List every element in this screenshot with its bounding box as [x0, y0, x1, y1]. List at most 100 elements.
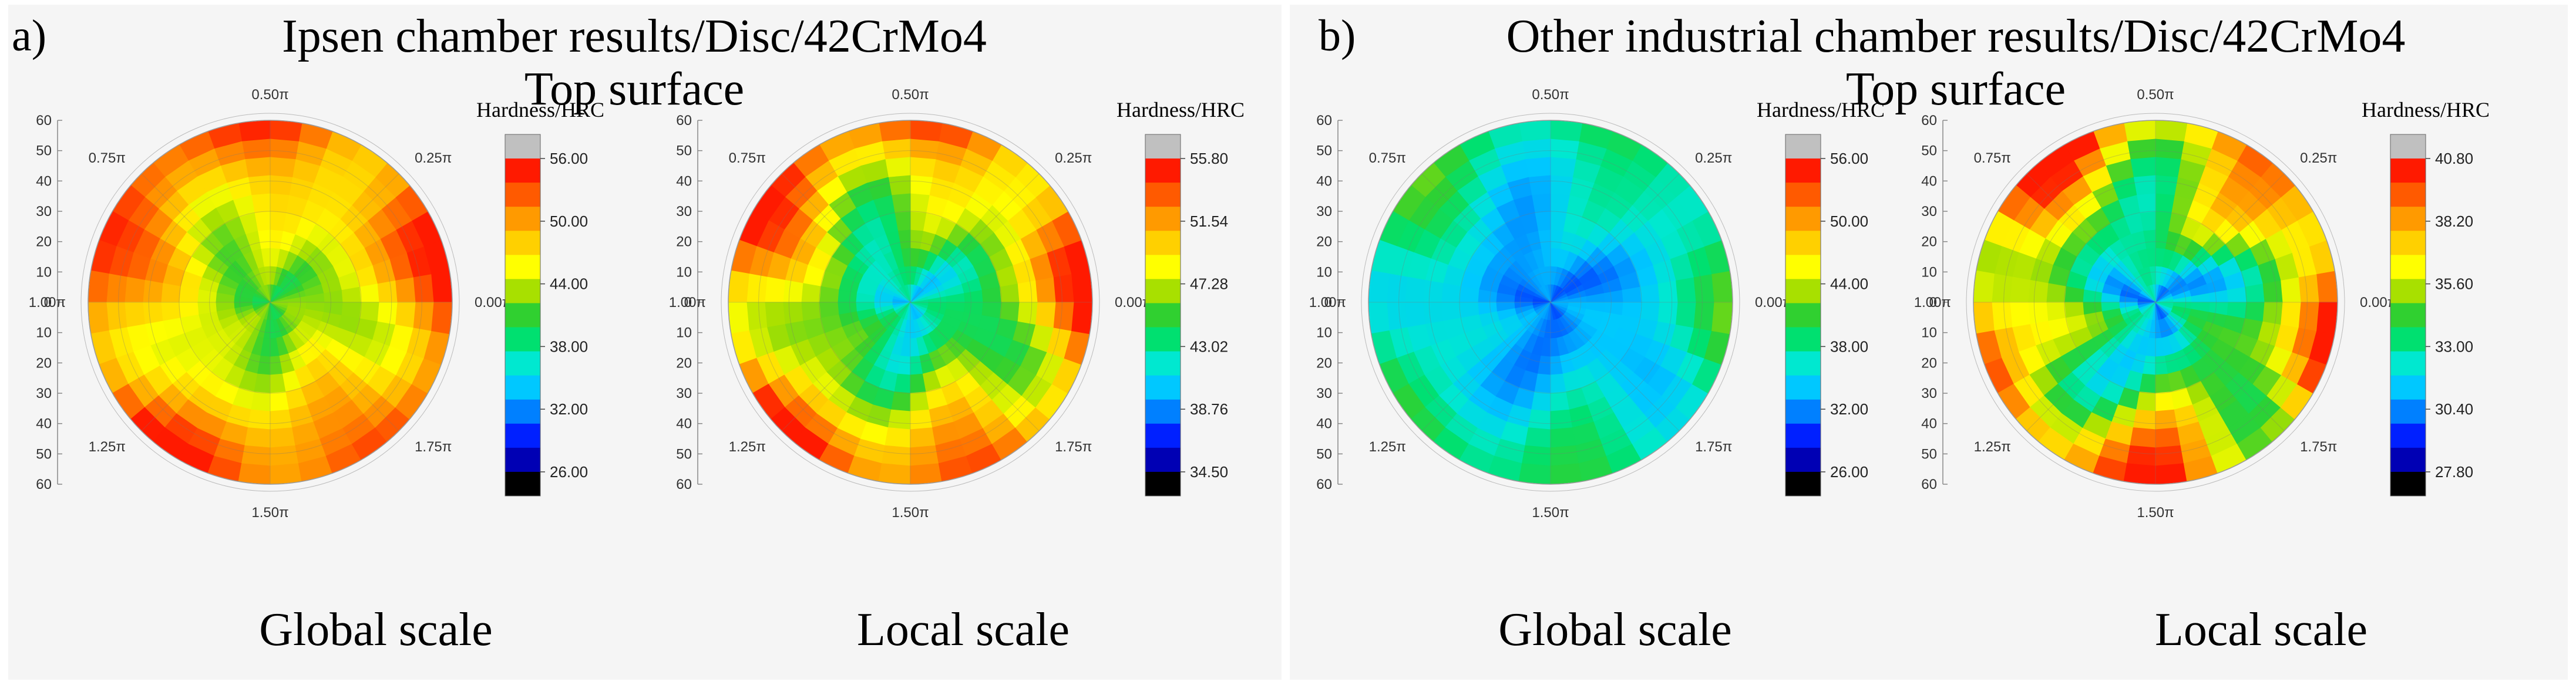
heat-cell — [2298, 302, 2320, 332]
polar-grid-ring — [849, 241, 971, 363]
heat-cell — [270, 138, 300, 160]
polar-grid-ring — [879, 271, 941, 333]
radial-tick-label: 40 — [676, 416, 692, 432]
heat-cell — [1528, 409, 1551, 430]
colorbar-tick-label: 26.00 — [1830, 463, 1868, 481]
angle-label: 0.75π — [1369, 150, 1406, 166]
heat-cell — [1422, 302, 1444, 325]
colorbar-tick-label: 38.20 — [2435, 212, 2473, 230]
colorbar-swatch — [1145, 231, 1181, 255]
polar-grid-ring — [2124, 271, 2187, 333]
radial-tick-label: 50 — [1316, 446, 1332, 462]
heat-cell — [2126, 138, 2156, 160]
heat-cell — [1550, 427, 1576, 448]
colorbar-swatch — [1785, 158, 1821, 183]
angle-label: 0.75π — [89, 150, 126, 166]
polar-outer-ring — [728, 120, 1093, 485]
radial-tick-label: 40 — [36, 416, 52, 432]
angle-label: 1.00π — [1309, 295, 1346, 310]
colorbar-swatch — [1785, 447, 1821, 472]
polar-frame-ring — [1966, 113, 2345, 492]
polar-grid-spoke — [1421, 302, 1551, 431]
colorbar-frame — [2390, 134, 2426, 497]
polar-frame-ring — [80, 113, 460, 492]
angle-label: 1.50π — [1532, 505, 1569, 521]
colorbar-swatch — [505, 231, 540, 255]
colorbar-swatch — [2390, 327, 2426, 352]
polar-grid-spoke — [2155, 173, 2285, 303]
heat-cell — [1422, 279, 1444, 303]
heat-cell — [124, 302, 145, 328]
angle-label: 0.50π — [892, 87, 929, 103]
colorbar-swatch — [2390, 471, 2426, 497]
colorbar-swatch — [505, 471, 540, 497]
heat-cell — [981, 302, 1002, 319]
colorbar-swatch — [2390, 255, 2426, 279]
heat-cell — [1035, 276, 1057, 303]
heat-cell — [2155, 445, 2185, 467]
colorbar-tick-label: 50.00 — [550, 212, 588, 230]
radial-tick-label: 0 — [684, 295, 692, 310]
heatmap-field — [88, 120, 452, 484]
colorbar-swatch — [505, 279, 540, 303]
heat-cell — [1622, 302, 1642, 319]
heat-cell — [2155, 427, 2181, 448]
polar-grid-ring — [2064, 211, 2247, 394]
radial-tick-label: 20 — [676, 355, 692, 371]
colorbar-swatch — [1785, 134, 1821, 159]
heat-cell — [1521, 445, 1551, 467]
radial-tick-label: 40 — [1921, 173, 1937, 189]
radial-tick-label: 60 — [676, 113, 692, 129]
angle-label: 1.75π — [415, 439, 452, 455]
heat-cell — [270, 427, 296, 448]
heat-cell — [1531, 391, 1551, 412]
colorbar-swatch — [505, 423, 540, 448]
heat-cell — [2227, 302, 2247, 319]
radial-tick-label: 20 — [1921, 234, 1937, 250]
colorbar-swatch — [2390, 303, 2426, 328]
heat-cell — [1404, 302, 1425, 328]
heat-cell — [910, 463, 943, 484]
polar-grid-ring — [1519, 271, 1582, 333]
colorbar-tick-label: 38.76 — [1190, 400, 1228, 418]
caption-a-local: Local scale — [857, 604, 1070, 656]
polar-grid-spoke — [2026, 173, 2156, 303]
heat-cell — [2133, 174, 2156, 195]
radial-tick-label: 10 — [676, 325, 692, 341]
colorbar-frame — [505, 134, 541, 497]
heat-cell — [2281, 302, 2302, 328]
heat-cell — [2155, 138, 2185, 160]
panel-b-title-line2: Top surface — [1845, 63, 2066, 115]
heat-cell — [782, 279, 803, 303]
colorbar-swatch — [1145, 158, 1181, 183]
heat-cell — [142, 279, 163, 303]
radial-tick-label: 40 — [1316, 173, 1332, 189]
heat-cell — [1441, 283, 1461, 303]
colorbar-swatch — [1145, 447, 1181, 472]
colorbar-swatch — [505, 447, 540, 472]
radial-tick-label: 30 — [676, 204, 692, 220]
heat-cell — [2130, 427, 2156, 448]
heat-cell — [2123, 120, 2156, 141]
heat-cell — [2009, 302, 2030, 328]
colorbar-swatch — [2390, 231, 2426, 255]
heat-cell — [728, 270, 749, 303]
polar-frame-ring — [721, 113, 1100, 492]
heat-cell — [1368, 270, 1390, 303]
colorbar-swatch — [1145, 327, 1181, 352]
heat-cell — [1017, 279, 1038, 303]
polar-grid-ring — [179, 211, 362, 394]
radial-tick-label: 60 — [1316, 113, 1332, 129]
heat-cell — [2155, 463, 2188, 484]
heat-cell — [910, 174, 933, 195]
heat-cell — [1550, 193, 1570, 213]
polar-grid-spoke — [910, 173, 1040, 303]
radial-tick-label: 50 — [1316, 143, 1332, 159]
colorbar-swatch — [1785, 375, 1821, 400]
heat-cell — [241, 138, 271, 160]
radial-tick-label: 10 — [36, 325, 52, 341]
radial-tick-label: 10 — [1316, 325, 1332, 341]
polar-outer-ring — [1973, 120, 2338, 485]
polar-grid-ring — [1398, 150, 1703, 454]
colorbar-tick-label: 32.00 — [550, 400, 588, 418]
